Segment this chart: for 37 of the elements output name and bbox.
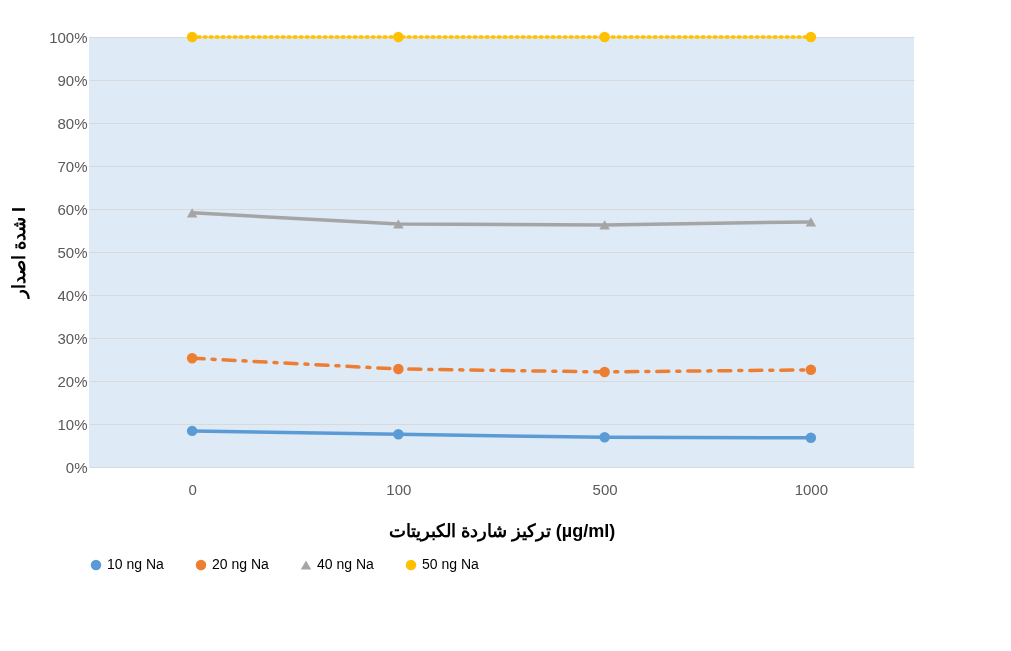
point xyxy=(186,31,198,43)
y-tick-label: 70% xyxy=(57,157,88,175)
point xyxy=(393,363,404,375)
legend-label: 20 ng Na xyxy=(212,556,270,572)
y-tick-label: 50% xyxy=(57,243,88,261)
point xyxy=(186,352,198,364)
point xyxy=(393,429,404,440)
point xyxy=(599,31,610,43)
y-tick-label: 100% xyxy=(49,28,88,46)
point xyxy=(393,31,404,43)
y-tick-label: 90% xyxy=(57,71,88,89)
x-tick-label: 500 xyxy=(592,480,618,498)
y-tick-label: 0% xyxy=(65,458,88,476)
point xyxy=(599,220,610,230)
x-tick-label: 100 xyxy=(386,480,412,498)
x-tick-label: 1000 xyxy=(794,480,829,498)
y-tick-label: 40% xyxy=(57,286,88,304)
point xyxy=(599,366,610,378)
legend-label: 40 ng Na xyxy=(317,556,375,572)
x-tick-label: 0 xyxy=(188,480,197,498)
point xyxy=(805,217,817,227)
y-tick-label: 80% xyxy=(57,114,88,132)
legend-label: 50 ng Na xyxy=(422,556,480,572)
y-tick-label: 10% xyxy=(57,415,88,433)
y-tick-label: 30% xyxy=(57,329,88,347)
point xyxy=(186,425,198,437)
y-tick-label: 20% xyxy=(57,372,88,390)
point xyxy=(805,364,817,376)
point xyxy=(805,432,817,443)
legend-label: 10 ng Na xyxy=(107,556,165,572)
point xyxy=(599,432,610,443)
y-axis-title: شدة اصدار I xyxy=(9,206,31,301)
point xyxy=(186,208,198,218)
point xyxy=(393,219,404,229)
y-tick-label: 60% xyxy=(57,200,88,218)
point xyxy=(805,31,817,43)
x-axis-title: تركيز شاردة الكبريتات (µg/ml) xyxy=(388,520,616,542)
